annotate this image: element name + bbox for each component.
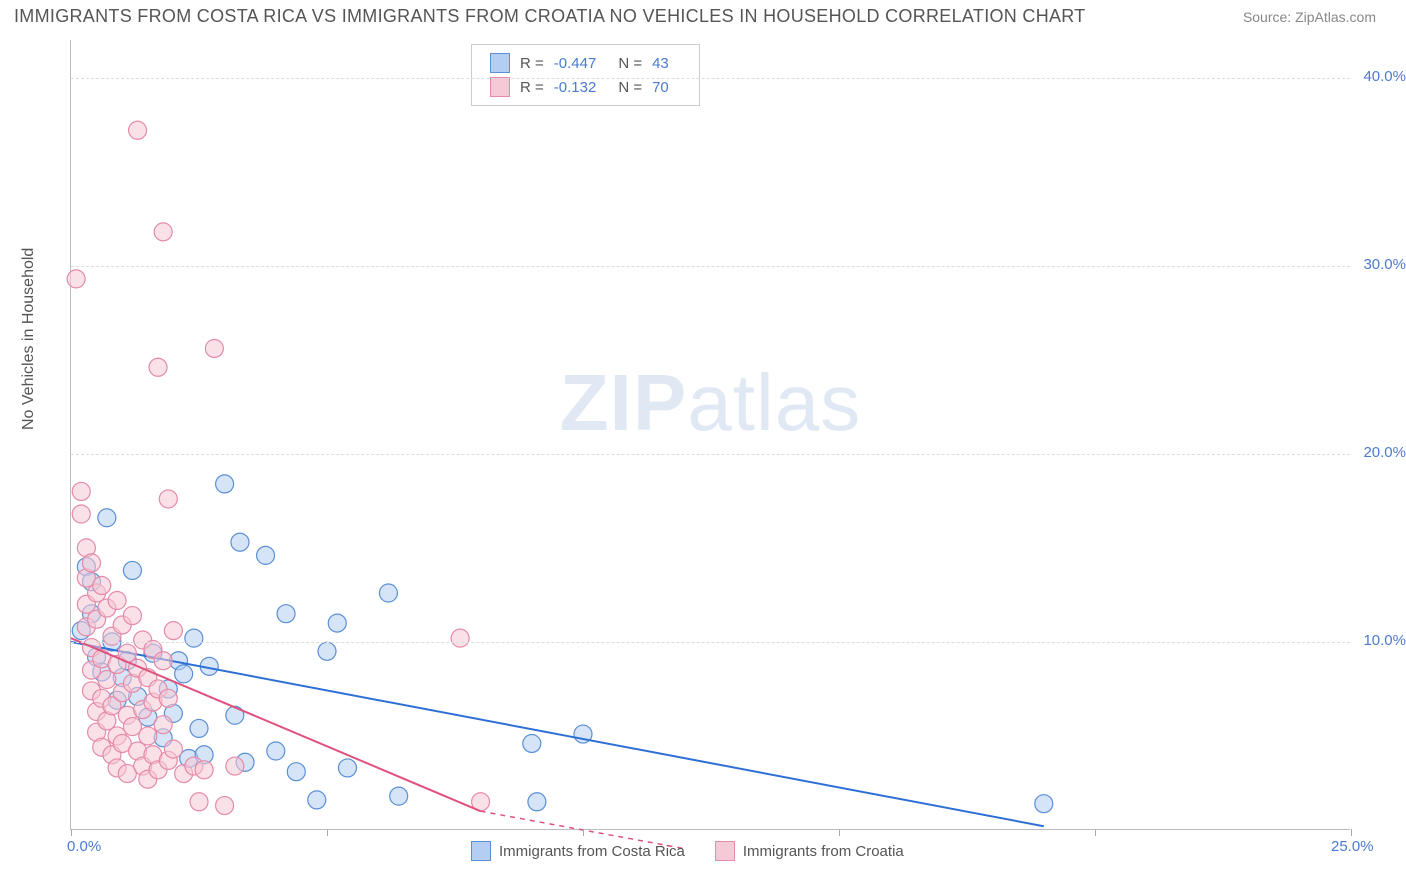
data-point (129, 121, 147, 139)
data-point (277, 605, 295, 623)
data-point (190, 793, 208, 811)
plot-area: ZIPatlas R =-0.447N =43R =-0.132N =70 Im… (70, 40, 1350, 830)
y-tick-label: 40.0% (1363, 68, 1406, 85)
data-point (216, 797, 234, 815)
n-label: N = (618, 79, 642, 96)
regression-line (71, 642, 1044, 826)
data-point (257, 546, 275, 564)
series-name: Immigrants from Croatia (743, 843, 904, 860)
r-value: -0.132 (554, 79, 597, 96)
y-tick-label: 10.0% (1363, 632, 1406, 649)
data-point (72, 505, 90, 523)
data-point (82, 554, 100, 572)
chart-title: IMMIGRANTS FROM COSTA RICA VS IMMIGRANTS… (14, 6, 1086, 27)
data-point (159, 689, 177, 707)
data-point (164, 622, 182, 640)
x-tick-label: 25.0% (1331, 838, 1374, 855)
data-point (379, 584, 397, 602)
data-point (338, 759, 356, 777)
data-point (149, 358, 167, 376)
data-point (154, 223, 172, 241)
data-point (72, 482, 90, 500)
data-point (1035, 795, 1053, 813)
data-point (164, 740, 182, 758)
x-tick-mark (71, 829, 72, 836)
data-point (190, 719, 208, 737)
stats-legend-row: R = -0.447 N = 43 (490, 51, 681, 75)
gridline (71, 454, 1350, 455)
x-tick-mark (583, 829, 584, 836)
data-point (98, 509, 116, 527)
data-point (267, 742, 285, 760)
x-tick-mark (327, 829, 328, 836)
r-label: R = (520, 55, 544, 72)
legend-swatch (715, 841, 735, 861)
data-point (451, 629, 469, 647)
n-value: 70 (652, 79, 669, 96)
data-point (108, 592, 126, 610)
y-tick-label: 30.0% (1363, 256, 1406, 273)
gridline (71, 642, 1350, 643)
r-label: R = (520, 79, 544, 96)
data-point (287, 763, 305, 781)
data-point (318, 642, 336, 660)
legend-swatch (490, 53, 510, 73)
gridline (71, 266, 1350, 267)
x-tick-mark (839, 829, 840, 836)
header: IMMIGRANTS FROM COSTA RICA VS IMMIGRANTS… (0, 0, 1406, 35)
data-point (231, 533, 249, 551)
n-value: 43 (652, 55, 669, 72)
data-point (93, 576, 111, 594)
series-legend-item: Immigrants from Croatia (715, 841, 904, 861)
legend-swatch (471, 841, 491, 861)
y-axis-label: No Vehicles in Household (20, 248, 38, 430)
x-tick-mark (1095, 829, 1096, 836)
stats-legend: R = -0.447 N = 43 R = -0.132 N = 70 (471, 44, 700, 106)
data-point (328, 614, 346, 632)
data-point (154, 652, 172, 670)
y-tick-label: 20.0% (1363, 444, 1406, 461)
data-point (390, 787, 408, 805)
data-point (195, 761, 213, 779)
data-point (216, 475, 234, 493)
data-point (154, 716, 172, 734)
data-point (523, 734, 541, 752)
data-point (226, 757, 244, 775)
series-legend-item: Immigrants from Costa Rica (471, 841, 685, 861)
chart-container: No Vehicles in Household ZIPatlas R =-0.… (46, 40, 1386, 840)
series-name: Immigrants from Costa Rica (499, 843, 685, 860)
data-point (528, 793, 546, 811)
data-point (139, 727, 157, 745)
r-value: -0.447 (554, 55, 597, 72)
x-tick-mark (1351, 829, 1352, 836)
series-legend: Immigrants from Costa Rica Immigrants fro… (471, 841, 904, 861)
data-point (159, 490, 177, 508)
data-point (67, 270, 85, 288)
data-point (205, 339, 223, 357)
n-label: N = (618, 55, 642, 72)
data-point (308, 791, 326, 809)
data-point (123, 607, 141, 625)
data-point (185, 629, 203, 647)
data-point (123, 561, 141, 579)
source-attribution: Source: ZipAtlas.com (1243, 9, 1376, 25)
data-point (175, 665, 193, 683)
gridline (71, 78, 1350, 79)
x-tick-label: 0.0% (67, 838, 101, 855)
legend-swatch (490, 77, 510, 97)
scatter-svg (71, 40, 1350, 829)
